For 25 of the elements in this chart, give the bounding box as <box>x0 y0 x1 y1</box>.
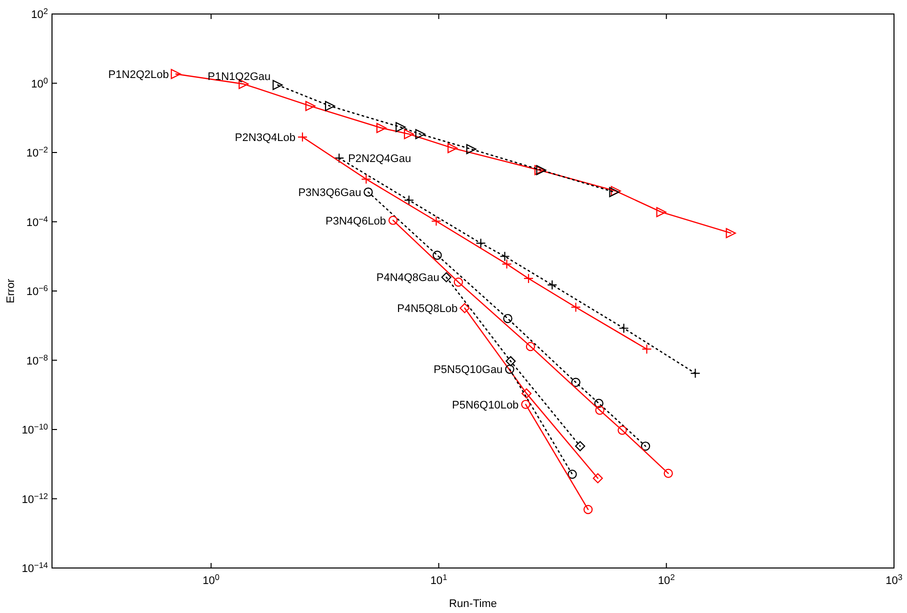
series-label: P1N2Q2Lob <box>108 69 169 81</box>
x-tick-label: 10$^{1}$ <box>430 572 448 587</box>
series-label: P4N5Q8Lob <box>397 303 458 316</box>
series-label: P1N1Q2Gau <box>208 71 271 83</box>
y-tick-label: 10$^{2}$ <box>31 6 48 21</box>
series-label: P3N4Q6Lob <box>326 215 386 228</box>
series-label: P3N3Q6Gau <box>298 187 362 200</box>
series-label: P5N5Q10Gau <box>434 364 503 376</box>
x-tick-label: 10$^{0}$ <box>202 572 220 587</box>
y-tick-label: 10$^{0}$ <box>31 76 48 90</box>
y-tick-label: 10$^{−2}$ <box>26 145 48 160</box>
x-tick-label: 10$^{3}$ <box>886 572 903 587</box>
x-axis-title: Run-Time <box>449 598 497 610</box>
y-tick-label: 10$^{−6}$ <box>26 284 48 298</box>
y-tick-label: 10$^{−12}$ <box>22 491 48 506</box>
y-tick-label: 10$^{−8}$ <box>26 352 48 368</box>
x-tick-label: 10$^{2}$ <box>658 572 676 587</box>
y-tick-label: 10$^{−14}$ <box>22 560 48 575</box>
series-label: P5N6Q10Lob <box>452 399 519 412</box>
y-axis-title: Error <box>5 278 17 304</box>
series-label: P4N4Q8Gau <box>376 272 440 284</box>
series-label: P2N3Q4Lob <box>234 132 296 144</box>
y-tick-label: 10$^{−4}$ <box>26 214 48 229</box>
series-label: P2N2Q4Gau <box>348 153 412 166</box>
y-tick-label: 10$^{−10}$ <box>22 422 48 436</box>
